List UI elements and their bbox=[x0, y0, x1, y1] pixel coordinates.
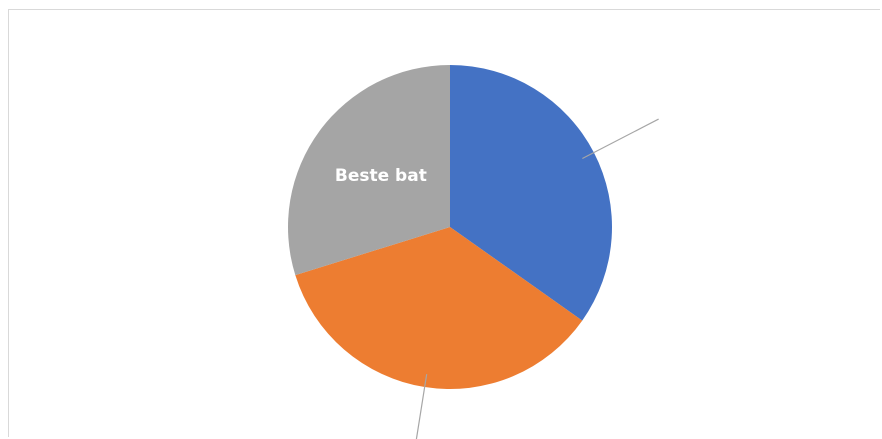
pie-slices bbox=[288, 65, 612, 389]
pie-slice-1 bbox=[450, 65, 612, 321]
leader-lines bbox=[415, 118, 659, 439]
leader-line-1 bbox=[582, 118, 659, 160]
slice-label-3: Beste bat bbox=[335, 166, 427, 186]
pie-slice-3 bbox=[288, 65, 450, 276]
slice-labels: Beste bat bbox=[335, 166, 427, 186]
leader-line-2 bbox=[415, 374, 428, 439]
pie-slice-2 bbox=[295, 227, 583, 389]
